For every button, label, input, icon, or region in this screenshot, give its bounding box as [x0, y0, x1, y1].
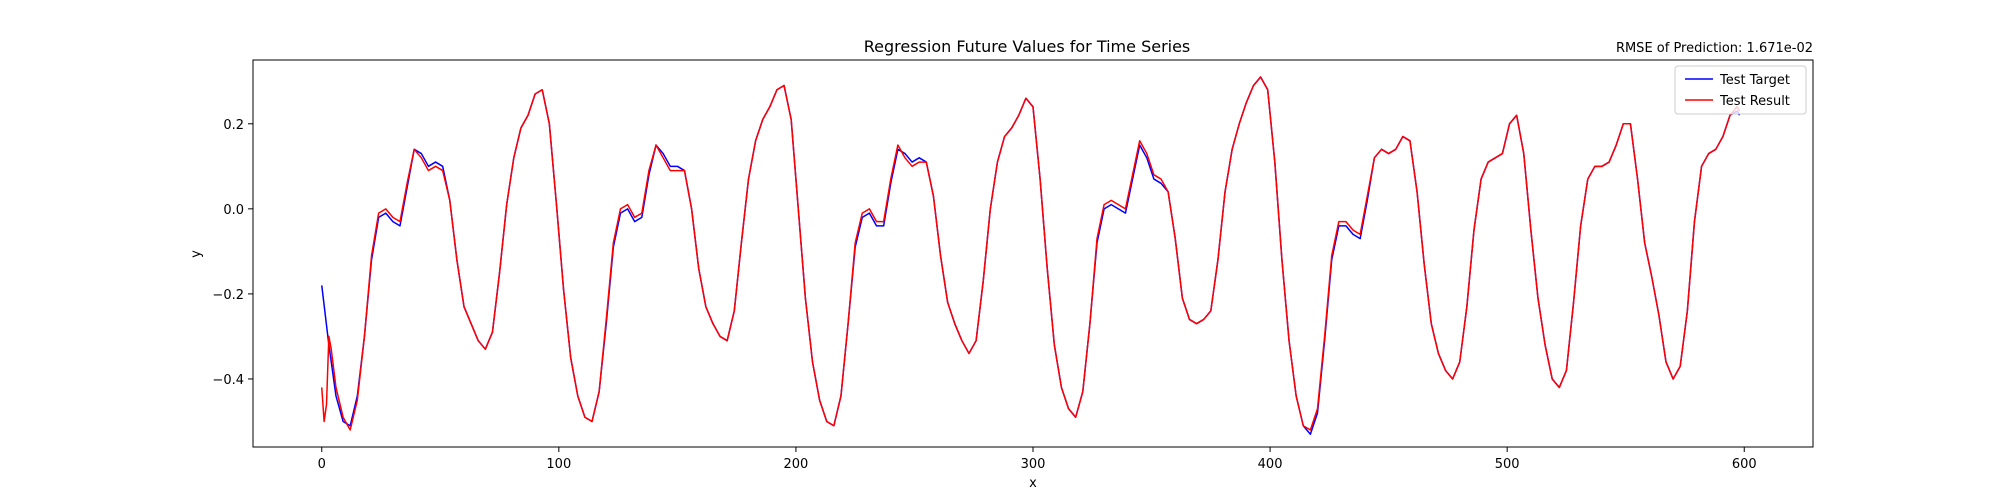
y-tick-label: 0.0	[223, 203, 244, 218]
y-axis-ticks: −0.4 −0.2 0.0 0.2	[212, 118, 253, 388]
x-tick-label: 0	[318, 457, 326, 472]
x-tick-label: 300	[1021, 457, 1046, 472]
y-tick-label: −0.2	[212, 288, 244, 303]
plot-frame	[252, 59, 1814, 448]
x-axis-ticks: 0 100 200 300 400 500 600	[318, 447, 1757, 472]
x-tick-label: 600	[1732, 457, 1757, 472]
legend-label-test-result: Test Result	[1719, 94, 1790, 109]
chart-title: Regression Future Values for Time Series	[864, 37, 1191, 56]
x-tick-label: 200	[784, 457, 809, 472]
x-tick-label: 400	[1258, 457, 1283, 472]
x-tick-label: 100	[546, 457, 571, 472]
y-tick-label: −0.4	[212, 373, 244, 388]
legend-label-test-target: Test Target	[1719, 73, 1790, 88]
plot-area	[252, 59, 1814, 448]
rmse-annotation: RMSE of Prediction: 1.671e-02	[1616, 41, 1813, 56]
legend: Test Target Test Result	[1674, 65, 1807, 115]
x-axis-label: x	[1029, 476, 1037, 491]
series-lines	[321, 76, 1741, 435]
series-line-test-result	[321, 76, 1741, 431]
y-axis-label: y	[189, 250, 204, 258]
x-tick-label: 500	[1495, 457, 1520, 472]
legend-box	[1674, 65, 1807, 115]
series-line-test-target	[321, 76, 1741, 435]
y-tick-label: 0.2	[223, 118, 244, 133]
